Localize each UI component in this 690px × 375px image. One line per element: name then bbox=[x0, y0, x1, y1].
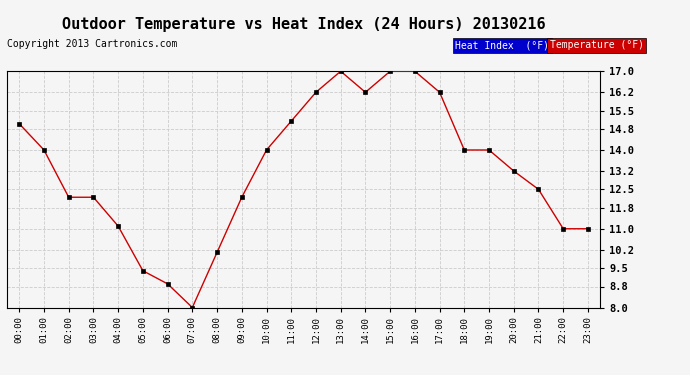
Text: Heat Index  (°F): Heat Index (°F) bbox=[455, 40, 549, 50]
Text: Temperature (°F): Temperature (°F) bbox=[550, 40, 644, 50]
Text: Copyright 2013 Cartronics.com: Copyright 2013 Cartronics.com bbox=[7, 39, 177, 50]
Text: Outdoor Temperature vs Heat Index (24 Hours) 20130216: Outdoor Temperature vs Heat Index (24 Ho… bbox=[62, 17, 545, 32]
